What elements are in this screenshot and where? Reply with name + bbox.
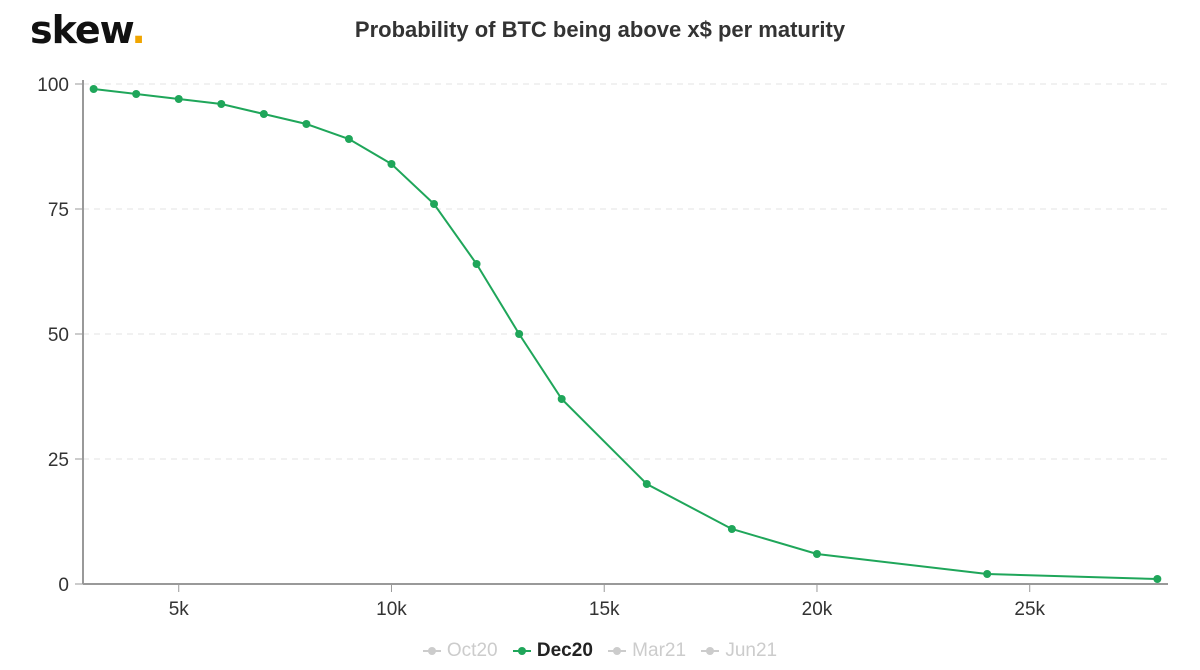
data-point <box>430 200 439 208</box>
data-point <box>387 160 396 168</box>
data-point <box>472 260 481 268</box>
data-point <box>1153 575 1162 583</box>
data-point <box>174 95 183 103</box>
x-tick-label: 15k <box>589 599 620 620</box>
legend-item-mar21[interactable]: Mar21 <box>608 640 686 661</box>
y-tick-label: 0 <box>58 575 69 596</box>
legend: Oct20 Dec20 Mar21 Jun21 <box>0 640 1200 662</box>
data-point <box>727 525 736 533</box>
data-point <box>302 120 311 128</box>
x-tick-label: 20k <box>802 599 833 620</box>
legend-item-dec20[interactable]: Dec20 <box>512 640 593 661</box>
x-tick-label: 25k <box>1014 599 1045 620</box>
data-point <box>89 85 98 93</box>
data-point <box>642 480 651 488</box>
x-tick-label: 10k <box>376 599 407 620</box>
y-tick-label: 75 <box>48 200 69 221</box>
y-tick-label: 25 <box>48 450 69 471</box>
data-point <box>557 395 566 403</box>
data-point <box>983 570 992 578</box>
data-point <box>812 550 821 558</box>
data-point <box>344 135 353 143</box>
data-point <box>217 100 226 108</box>
chart-title: Probability of BTC being above x$ per ma… <box>354 17 846 42</box>
x-tick-label: 5k <box>169 599 190 620</box>
legend-item-jun21[interactable]: Jun21 <box>701 640 777 661</box>
data-point <box>515 330 524 338</box>
data-point <box>259 110 268 118</box>
data-point <box>132 90 141 98</box>
y-tick-label: 100 <box>37 75 69 96</box>
y-tick-label: 50 <box>48 325 69 346</box>
legend-item-oct20[interactable]: Oct20 <box>422 640 498 661</box>
skew-logo: skew. <box>30 8 146 52</box>
